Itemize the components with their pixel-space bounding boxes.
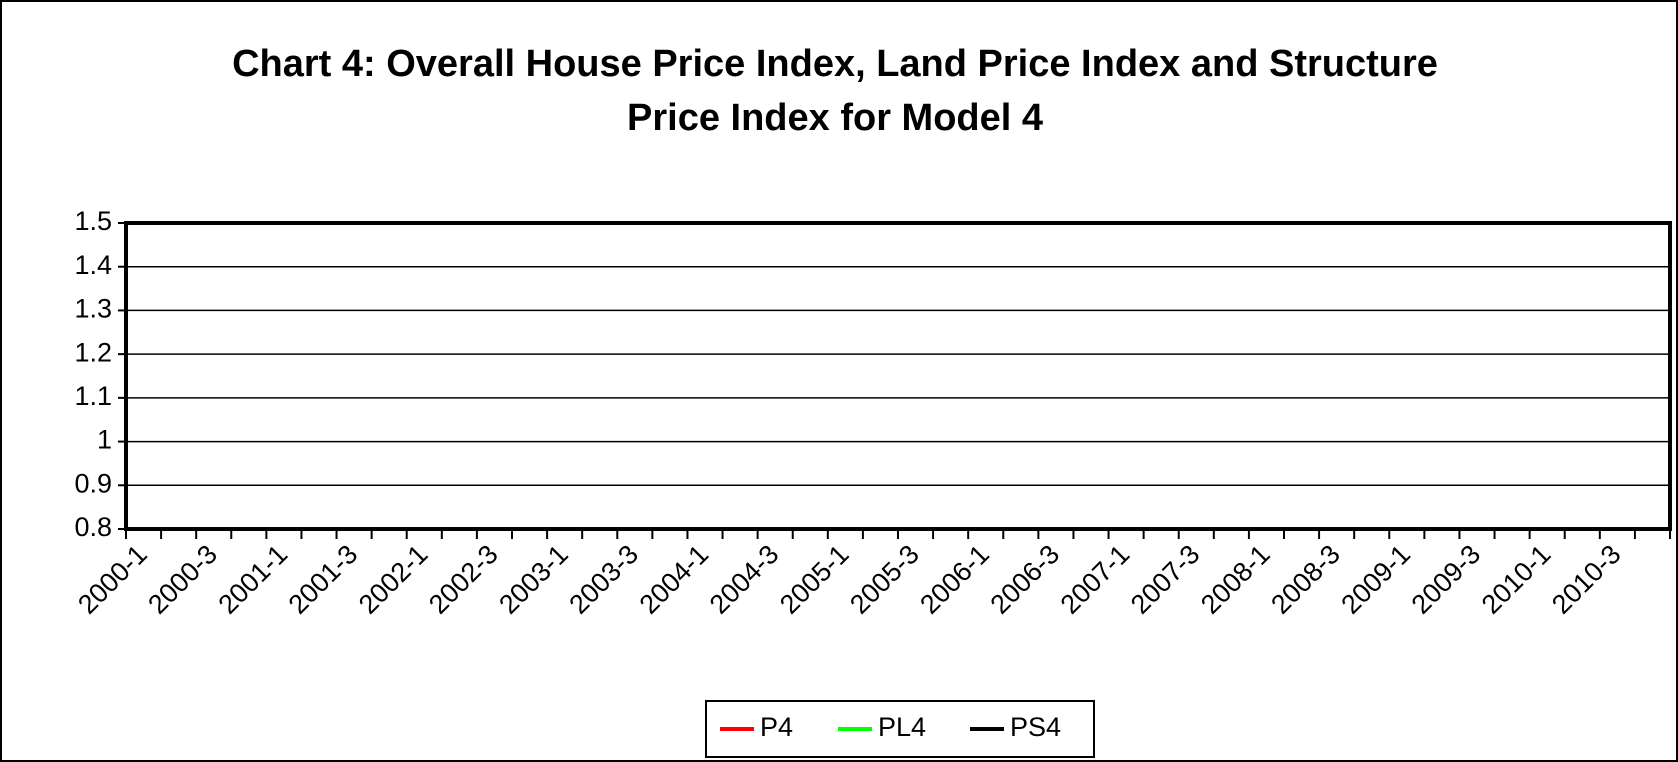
y-tick-label: 1.1 bbox=[74, 381, 112, 411]
y-tick-label: 1.5 bbox=[74, 206, 112, 236]
y-tick-label: 1.3 bbox=[74, 294, 112, 324]
chart-title-line1: Chart 4: Overall House Price Index, Land… bbox=[232, 43, 1438, 85]
legend-label: P4 bbox=[760, 712, 793, 742]
chart-title: Chart 4: Overall House Price Index, Land… bbox=[232, 43, 1438, 139]
legend-label: PS4 bbox=[1010, 712, 1061, 742]
y-tick-label: 1 bbox=[97, 425, 112, 455]
legend-label: PL4 bbox=[878, 712, 926, 742]
legend-box bbox=[705, 700, 1095, 758]
y-tick-label: 1.4 bbox=[74, 250, 112, 280]
y-tick-label: 0.9 bbox=[74, 468, 112, 498]
chart-title-line2: Price Index for Model 4 bbox=[627, 97, 1043, 139]
y-tick-label: 0.8 bbox=[74, 512, 112, 542]
y-tick-label: 1.2 bbox=[74, 337, 112, 367]
